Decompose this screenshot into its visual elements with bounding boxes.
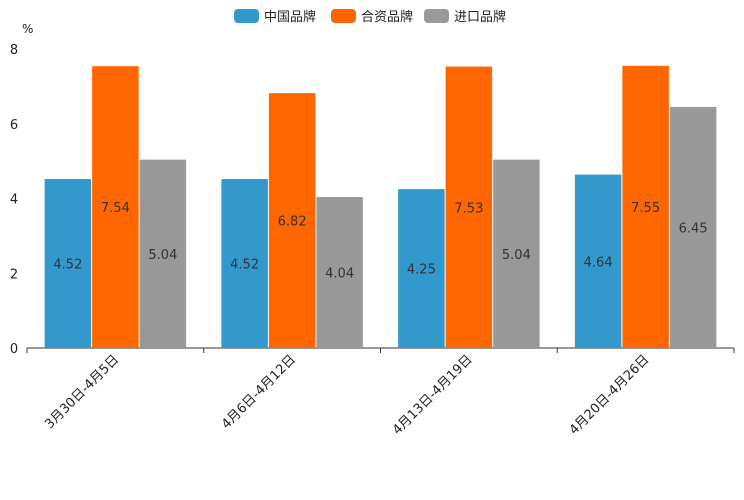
x-category-label: 4月20日-4月26日 (567, 352, 653, 438)
legend-swatch (424, 9, 449, 23)
bar-value-label: 4.52 (53, 258, 82, 273)
x-category-label: 4月6日-4月12日 (219, 352, 299, 432)
data-labels: 4.52 7.54 5.04 4.52 6.82 4.04 4.25 7.53 5.04 4.64… (53, 201, 707, 282)
bar-value-label: 5.04 (148, 248, 177, 263)
y-tick-label: 2 (10, 267, 18, 282)
bar-value-label: 7.54 (101, 201, 130, 216)
bar-value-label: 4.52 (230, 258, 259, 273)
bar-value-label: 4.04 (325, 267, 354, 282)
legend-swatch (331, 9, 356, 23)
bar[interactable] (445, 66, 493, 348)
bar[interactable] (92, 66, 139, 348)
bar[interactable] (139, 159, 187, 348)
legend-label: 中国品牌 (264, 9, 316, 25)
bar-value-label: 4.25 (407, 263, 436, 278)
y-tick-label: 4 (10, 193, 18, 208)
x-category-label: 3月30日-4月5日 (42, 352, 122, 432)
bar-value-label: 6.45 (679, 221, 708, 236)
x-category-label: 4月13日-4月19日 (390, 352, 476, 438)
legend: 中国品牌 合资品牌 进口品牌 (234, 9, 506, 25)
y-tick-label: 8 (10, 43, 18, 58)
legend-swatch (234, 9, 259, 23)
legend-item[interactable]: 合资品牌 (331, 9, 413, 25)
y-axis-unit-label: % (22, 22, 33, 36)
bar[interactable] (221, 179, 268, 348)
legend-item[interactable]: 中国品牌 (234, 9, 316, 25)
bar[interactable] (669, 106, 717, 349)
bar[interactable] (574, 174, 622, 348)
bar-value-label: 7.55 (631, 201, 660, 216)
legend-label: 合资品牌 (361, 9, 413, 25)
bar-value-label: 6.82 (278, 215, 307, 230)
bar[interactable] (398, 189, 445, 348)
bar[interactable] (44, 179, 92, 348)
bar-value-label: 5.04 (502, 248, 531, 263)
bar-value-label: 4.64 (584, 255, 613, 270)
bar[interactable] (268, 93, 316, 348)
bars (44, 65, 717, 349)
bar[interactable] (622, 65, 669, 348)
bar-value-label: 7.53 (454, 201, 483, 216)
y-tick-label: 0 (10, 342, 18, 357)
bar[interactable] (493, 159, 540, 348)
y-tick-label: 6 (10, 118, 18, 133)
legend-label: 进口品牌 (454, 9, 506, 25)
bar[interactable] (316, 197, 363, 348)
legend-item[interactable]: 进口品牌 (424, 9, 506, 25)
category-labels: 3月30日-4月5日 4月6日-4月12日 4月13日-4月19日 4月20日-4月2… (42, 352, 652, 438)
